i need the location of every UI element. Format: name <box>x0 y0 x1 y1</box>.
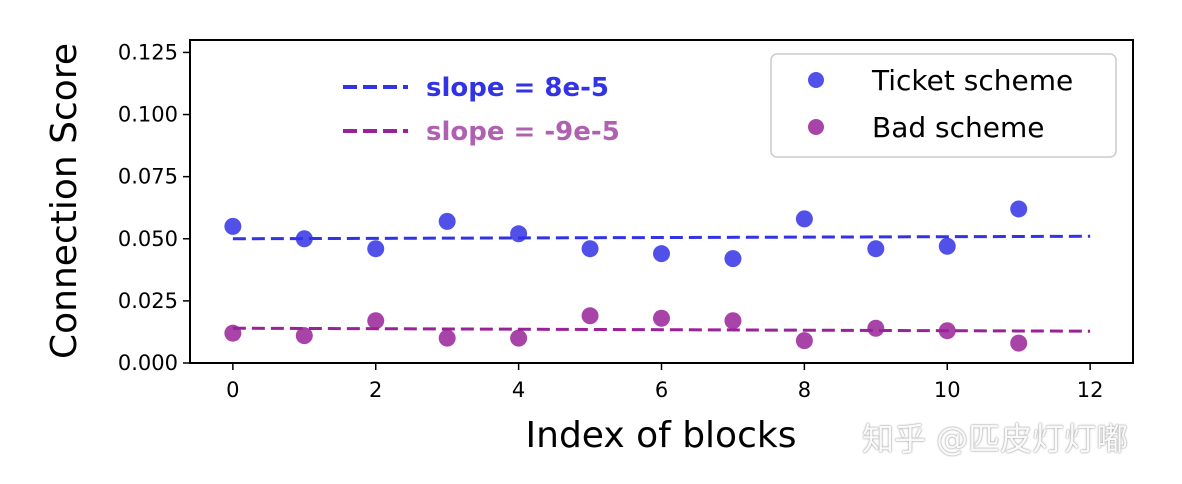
fit-line-ticket-scheme <box>232 234 1091 241</box>
slope-annotation-ticket: slope = 8e-5 <box>426 73 609 103</box>
point-ticket-scheme <box>295 230 313 248</box>
point-ticket-scheme <box>938 237 956 255</box>
y-tick-label: 0.025 <box>118 289 178 313</box>
point-ticket-scheme <box>581 240 599 258</box>
point-ticket-scheme <box>653 245 670 263</box>
legend-box <box>770 53 1117 158</box>
x-tick-label: 6 <box>655 378 668 402</box>
x-tick-label: 4 <box>512 378 525 402</box>
data-points <box>224 200 1028 352</box>
x-axis-title: Index of blocks <box>526 415 797 456</box>
point-ticket-scheme <box>724 250 742 268</box>
point-bad-scheme <box>867 319 885 337</box>
legend-label-bad: Bad scheme <box>872 111 1045 144</box>
y-tick-label: 0.075 <box>118 165 178 189</box>
y-tick-label: 0.000 <box>118 351 178 375</box>
y-tick-label: 0.100 <box>118 103 178 127</box>
point-bad-scheme <box>1010 334 1028 352</box>
point-ticket-scheme <box>795 210 813 228</box>
point-bad-scheme <box>938 322 956 340</box>
point-ticket-scheme <box>510 225 528 243</box>
y-tick-label: 0.125 <box>118 40 178 64</box>
y-axis: 0.000 0.025 0.050 0.075 0.100 0.125 <box>118 40 190 375</box>
point-bad-scheme <box>438 329 456 347</box>
point-bad-scheme <box>295 327 313 345</box>
point-ticket-scheme <box>438 212 456 230</box>
point-ticket-scheme <box>1010 200 1028 218</box>
legend-marker-ticket <box>808 72 824 88</box>
x-tick-label: 10 <box>934 378 961 402</box>
legend: Ticket scheme Bad scheme <box>770 53 1117 158</box>
point-bad-scheme <box>795 332 813 350</box>
y-axis-title: Connection Score <box>44 43 85 359</box>
x-tick-label: 12 <box>1077 378 1104 402</box>
slope-annotation-bad: slope = -9e-5 <box>426 117 620 147</box>
point-bad-scheme <box>367 312 385 330</box>
x-tick-label: 8 <box>798 378 811 402</box>
point-bad-scheme <box>724 312 742 330</box>
x-tick-label: 2 <box>369 378 382 402</box>
point-bad-scheme <box>510 329 528 347</box>
x-tick-label: 0 <box>226 378 239 402</box>
point-bad-scheme <box>653 309 670 327</box>
point-ticket-scheme <box>367 240 385 258</box>
point-bad-scheme <box>581 307 599 325</box>
x-axis: 0 2 4 6 8 10 12 <box>226 363 1104 402</box>
legend-marker-bad <box>808 119 824 135</box>
point-ticket-scheme <box>867 240 885 258</box>
point-bad-scheme <box>224 324 242 342</box>
legend-label-ticket: Ticket scheme <box>871 64 1073 97</box>
point-ticket-scheme <box>224 217 242 235</box>
y-tick-label: 0.050 <box>118 227 178 251</box>
watermark: 知乎 @匹皮灯灯嘟 <box>862 420 1129 458</box>
